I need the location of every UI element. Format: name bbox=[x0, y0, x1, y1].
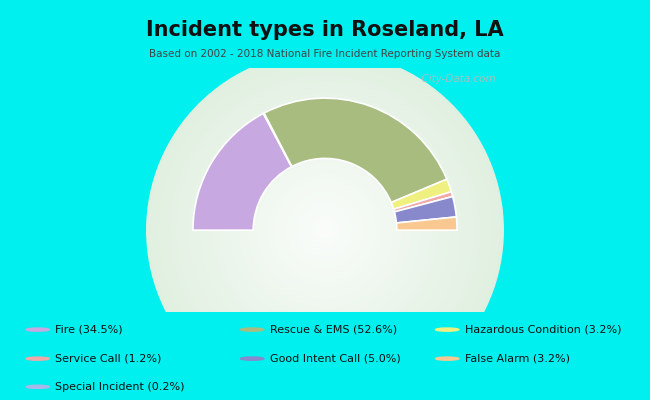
Text: Based on 2002 - 2018 National Fire Incident Reporting System data: Based on 2002 - 2018 National Fire Incid… bbox=[150, 49, 500, 59]
Text: Incident types in Roseland, LA: Incident types in Roseland, LA bbox=[146, 20, 504, 40]
Circle shape bbox=[298, 204, 352, 257]
Circle shape bbox=[310, 215, 340, 245]
Circle shape bbox=[287, 192, 363, 269]
Circle shape bbox=[170, 76, 480, 385]
Circle shape bbox=[242, 147, 408, 313]
Circle shape bbox=[313, 218, 337, 242]
Wedge shape bbox=[396, 217, 457, 230]
Circle shape bbox=[295, 200, 355, 260]
Circle shape bbox=[239, 144, 411, 316]
Circle shape bbox=[319, 224, 331, 236]
Circle shape bbox=[183, 88, 467, 373]
Circle shape bbox=[150, 55, 500, 400]
Circle shape bbox=[240, 357, 264, 360]
Circle shape bbox=[263, 168, 387, 292]
Text: False Alarm (3.2%): False Alarm (3.2%) bbox=[465, 354, 570, 364]
Circle shape bbox=[168, 73, 482, 388]
Circle shape bbox=[278, 183, 372, 278]
Circle shape bbox=[240, 328, 264, 331]
Circle shape bbox=[259, 165, 391, 296]
Circle shape bbox=[283, 188, 367, 272]
Circle shape bbox=[209, 114, 441, 346]
Circle shape bbox=[200, 106, 450, 355]
Circle shape bbox=[197, 102, 453, 358]
Circle shape bbox=[322, 227, 328, 233]
Wedge shape bbox=[263, 113, 292, 167]
Circle shape bbox=[292, 198, 358, 263]
Circle shape bbox=[155, 61, 495, 400]
Wedge shape bbox=[394, 192, 452, 212]
Text: Fire (34.5%): Fire (34.5%) bbox=[55, 325, 123, 334]
Circle shape bbox=[191, 96, 459, 364]
Circle shape bbox=[274, 180, 376, 281]
Circle shape bbox=[26, 328, 49, 331]
Circle shape bbox=[227, 132, 423, 328]
Circle shape bbox=[316, 221, 334, 239]
Circle shape bbox=[174, 79, 476, 382]
Circle shape bbox=[26, 385, 49, 388]
Wedge shape bbox=[264, 98, 447, 202]
Circle shape bbox=[212, 117, 438, 343]
Circle shape bbox=[188, 94, 462, 367]
Text: Hazardous Condition (3.2%): Hazardous Condition (3.2%) bbox=[465, 325, 621, 334]
Circle shape bbox=[272, 177, 378, 284]
Wedge shape bbox=[193, 114, 291, 230]
Circle shape bbox=[194, 100, 456, 361]
Circle shape bbox=[203, 108, 447, 352]
Circle shape bbox=[245, 150, 405, 310]
Circle shape bbox=[304, 209, 346, 251]
Text: Service Call (1.2%): Service Call (1.2%) bbox=[55, 354, 162, 364]
Circle shape bbox=[266, 171, 384, 290]
Wedge shape bbox=[391, 179, 451, 209]
Circle shape bbox=[301, 206, 349, 254]
Wedge shape bbox=[395, 196, 456, 223]
Circle shape bbox=[436, 357, 459, 360]
Circle shape bbox=[257, 162, 393, 298]
Circle shape bbox=[248, 153, 402, 308]
Circle shape bbox=[280, 186, 370, 275]
Text: Good Intent Call (5.0%): Good Intent Call (5.0%) bbox=[270, 354, 400, 364]
Circle shape bbox=[176, 82, 474, 379]
Circle shape bbox=[230, 135, 420, 325]
Text: City-Data.com: City-Data.com bbox=[415, 74, 495, 84]
Circle shape bbox=[179, 85, 471, 376]
Circle shape bbox=[185, 90, 465, 370]
Circle shape bbox=[221, 126, 429, 334]
Circle shape bbox=[268, 174, 382, 287]
Circle shape bbox=[224, 129, 426, 331]
Text: Special Incident (0.2%): Special Incident (0.2%) bbox=[55, 382, 185, 392]
Circle shape bbox=[153, 58, 497, 400]
Circle shape bbox=[164, 70, 486, 391]
Circle shape bbox=[206, 111, 444, 349]
Circle shape bbox=[307, 212, 343, 248]
Circle shape bbox=[159, 64, 491, 396]
Circle shape bbox=[215, 120, 435, 340]
Circle shape bbox=[251, 156, 399, 304]
Circle shape bbox=[26, 357, 49, 360]
Circle shape bbox=[236, 141, 414, 319]
Circle shape bbox=[233, 138, 417, 322]
Circle shape bbox=[254, 159, 396, 302]
Circle shape bbox=[218, 123, 432, 337]
Circle shape bbox=[147, 52, 503, 400]
Circle shape bbox=[162, 67, 488, 394]
Text: Rescue & EMS (52.6%): Rescue & EMS (52.6%) bbox=[270, 325, 397, 334]
Circle shape bbox=[289, 194, 361, 266]
Circle shape bbox=[436, 328, 459, 331]
